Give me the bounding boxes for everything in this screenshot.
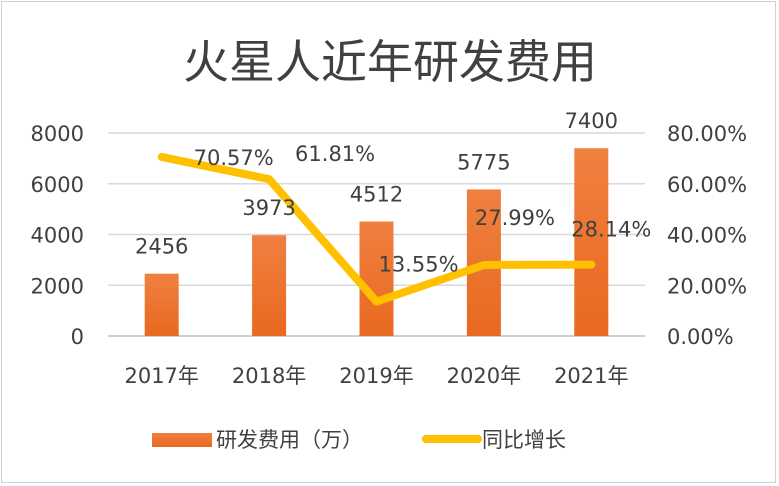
bar-data-label: 5775 [457,150,510,174]
bar-2019年 [359,221,394,336]
bar-data-label: 4512 [350,183,403,207]
bar-data-label: 2456 [135,235,188,259]
x-tick-label: 2021年 [554,364,628,388]
line-point [160,155,163,158]
y-left-tick-label: 2000 [31,274,84,298]
line-data-label: 27.99% [475,206,555,230]
y-right-tick-label: 20.00% [667,274,747,298]
y-left-tick-label: 8000 [31,122,84,146]
bar-2017年 [144,273,179,336]
x-tick-label: 2019年 [339,364,413,388]
line-data-label: 70.57% [194,146,274,170]
x-tick-label: 2020年 [447,364,521,388]
y-left-tick-label: 0 [71,325,84,349]
y-right-tick-label: 0.00% [667,325,734,349]
bar-data-label: 3973 [242,196,295,220]
legend-bar-swatch [152,433,212,447]
bar-2018年 [252,235,287,336]
legend-bar-label: 研发费用（万） [216,428,363,452]
line-point [590,263,593,266]
legend-line-label: 同比增长 [482,428,566,452]
y-right-tick-label: 60.00% [667,173,747,197]
line-data-label: 28.14% [571,218,651,242]
line-point [375,300,378,303]
x-tick-label: 2017年 [124,364,198,388]
bar-data-label: 7400 [565,109,618,133]
legend: 研发费用（万） 同比增长 [152,428,566,452]
y-left-tick-label: 4000 [31,224,84,248]
y-right-tick-label: 40.00% [667,224,747,248]
line-point [268,178,271,181]
line-data-label: 13.55% [378,253,458,277]
x-tick-label: 2018年 [232,364,306,388]
chart-title: 火星人近年研发费用 [183,35,597,89]
line-data-label: 61.81% [295,142,375,166]
bar-2021年 [574,148,609,336]
y-left-tick-label: 6000 [31,173,84,197]
y-right-tick-label: 80.00% [667,122,747,146]
line-point [482,263,485,266]
